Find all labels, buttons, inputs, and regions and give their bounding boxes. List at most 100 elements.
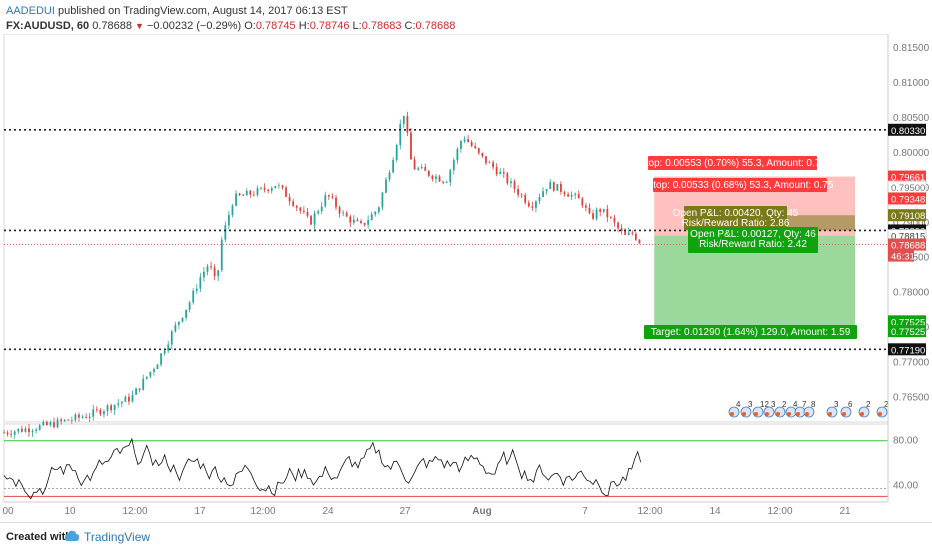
- candle-body: [67, 419, 70, 421]
- time-tick: 10: [64, 506, 76, 517]
- candle-body: [63, 419, 66, 422]
- candle-body: [420, 167, 423, 169]
- candle-body: [610, 217, 612, 218]
- event-marker[interactable]: 2: [858, 400, 871, 418]
- price-marker[interactable]: 0.78688: [888, 238, 926, 252]
- event-dot-icon: [787, 412, 791, 416]
- event-marker[interactable]: 8: [803, 400, 816, 418]
- candle-body: [392, 160, 395, 173]
- event-dot-icon: [796, 412, 800, 416]
- candle-body: [188, 302, 191, 310]
- candle-body: [70, 419, 73, 421]
- candle-body: [285, 187, 287, 197]
- event-markers[interactable]: 4 3 12 3 2 4 7 8 3 6 2 2: [728, 400, 889, 418]
- price-marker[interactable]: 0.77525: [888, 325, 926, 338]
- candle-body: [624, 231, 627, 235]
- price-marker[interactable]: 0.80330: [888, 123, 926, 137]
- tradingview-brand-link[interactable]: TradingView: [84, 530, 151, 544]
- candle-body: [331, 196, 334, 198]
- candle-body: [288, 196, 291, 202]
- event-marker[interactable]: 3: [763, 400, 776, 418]
- close-value: 0.78688: [415, 20, 456, 32]
- candle-body: [602, 208, 605, 212]
- event-marker[interactable]: 6: [840, 400, 853, 418]
- candle-body: [95, 409, 98, 411]
- price-marker[interactable]: 0.79348: [888, 192, 926, 205]
- event-marker[interactable]: 2: [774, 400, 787, 418]
- price-tick: 0.81500: [893, 43, 930, 54]
- tradingview-cloud-icon: [64, 530, 80, 541]
- event-marker[interactable]: 7: [794, 400, 807, 418]
- event-dot-icon: [842, 412, 846, 416]
- candle-body: [206, 266, 209, 272]
- candle-body: [585, 205, 587, 208]
- candle-body: [570, 194, 573, 197]
- candle-body: [424, 167, 427, 171]
- candle-body: [49, 422, 52, 426]
- candle-body: [267, 189, 270, 192]
- event-dot-icon: [765, 412, 769, 416]
- candle-body: [199, 277, 202, 289]
- candle-body: [527, 202, 530, 207]
- author-link[interactable]: AADEDUI: [6, 5, 55, 17]
- price-marker-text: 0.77190: [891, 345, 925, 356]
- price-marker[interactable]: 0.79661: [888, 170, 926, 184]
- price-marker[interactable]: 0.77525: [888, 315, 926, 328]
- candle-body: [463, 139, 466, 142]
- price-marker[interactable]: 0.77190: [888, 343, 926, 356]
- candle-body: [638, 239, 641, 244]
- candle-body: [13, 431, 16, 435]
- price-marker-text: 0.78688: [891, 241, 925, 252]
- time-tick: 27: [399, 506, 411, 517]
- candle-body: [131, 394, 134, 402]
- candle-body: [360, 220, 362, 223]
- candle-body: [410, 132, 412, 160]
- symbol-label[interactable]: FX:AUDUSD, 60: [6, 20, 90, 32]
- candle-body: [238, 193, 241, 196]
- chart-header: AADEDUI published on TradingView.com, Au…: [0, 0, 932, 34]
- event-marker[interactable]: 3: [826, 400, 839, 418]
- price-marker[interactable]: 0.79500: [887, 180, 927, 194]
- candle-body: [335, 197, 337, 208]
- price-chart[interactable]: Stop: 0.00553 (0.70%) 55.3, Amount: 0.75…: [0, 34, 932, 522]
- candle-body: [560, 183, 562, 192]
- publish-line: AADEDUI published on TradingView.com, Au…: [6, 5, 348, 17]
- event-marker[interactable]: 4: [728, 400, 741, 418]
- candle-body: [481, 152, 484, 157]
- candle-body: [167, 344, 170, 351]
- candle-body: [520, 194, 523, 196]
- candle-body: [160, 353, 162, 365]
- pnl-label-1-box: [684, 206, 787, 230]
- candle-body: [363, 222, 366, 225]
- event-marker[interactable]: 2: [876, 400, 889, 418]
- event-marker[interactable]: 3: [740, 400, 753, 418]
- footer: Created with TradingView: [0, 522, 932, 551]
- price-tick: 0.80000: [893, 148, 930, 159]
- candle-body: [427, 170, 430, 176]
- candle-body: [24, 428, 27, 432]
- time-axis[interactable]: 00 10 12:00 17 12:00 24 27 Aug 7 12:00 14 12:00 21: [2, 501, 888, 517]
- candle-body: [270, 188, 273, 192]
- candle-body: [313, 213, 316, 225]
- candle-body: [53, 422, 55, 428]
- candle-body: [149, 371, 152, 377]
- candle-body: [320, 206, 323, 212]
- time-tick: 21: [839, 506, 851, 517]
- time-tick: 24: [322, 506, 334, 517]
- candle-body: [499, 171, 502, 175]
- candle-body: [60, 419, 63, 422]
- event-marker[interactable]: 4: [785, 400, 798, 418]
- candle-body: [217, 270, 220, 277]
- candle-body: [110, 405, 112, 411]
- candle-body: [35, 429, 38, 431]
- candle-body: [224, 225, 227, 240]
- price-marker[interactable]: 0.79108: [888, 209, 926, 222]
- price-axis[interactable]: 0.81500 0.81000 0.80500 0.80000 0.79500 0.790…: [887, 34, 930, 502]
- candle-body: [245, 190, 248, 196]
- event-count: 7: [802, 400, 807, 409]
- price-marker-text: 0.80330: [891, 126, 925, 137]
- candle-body: [327, 195, 330, 197]
- price-marker[interactable]: 46:31: [888, 249, 915, 263]
- high-value: 0.78746: [309, 20, 350, 32]
- event-marker[interactable]: 12: [752, 400, 769, 418]
